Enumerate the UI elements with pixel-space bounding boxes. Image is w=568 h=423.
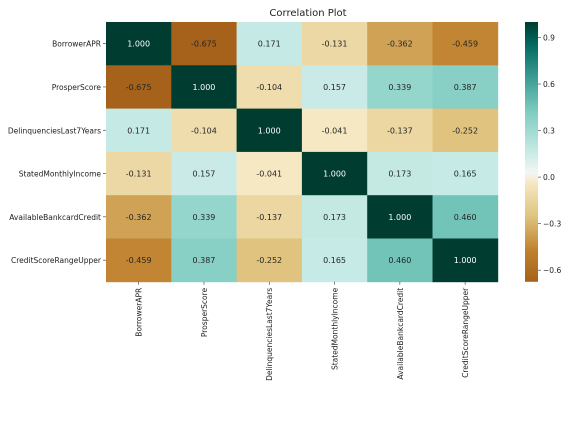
colorbar-tick-label: 0.6 (543, 80, 555, 89)
heatmap-cell (301, 195, 368, 239)
cell-value-label: -0.459 (452, 40, 478, 49)
heatmap-cell (106, 151, 172, 196)
cell-value-label: 0.339 (388, 83, 411, 92)
cell-value-label: 0.460 (388, 256, 411, 265)
heatmap-cell (171, 195, 237, 239)
y-tick-label: StatedMonthlyIncome (19, 170, 102, 179)
heatmap-cell (301, 22, 368, 66)
heatmap-cell (367, 151, 433, 196)
cell-value-label: -0.675 (191, 40, 217, 49)
cell-value-label: 0.165 (454, 170, 477, 179)
heatmap-cell (367, 22, 433, 66)
cell-value-label: 0.339 (192, 213, 215, 222)
x-tick-label: CreditScoreRangeUpper (461, 287, 470, 378)
colorbar-tick-label: −0.6 (543, 266, 561, 275)
x-tick-label: AvailableBankcardCredit (396, 288, 405, 380)
x-tick-label: StatedMonthlyIncome (331, 287, 340, 370)
cell-value-label: -0.104 (256, 83, 282, 92)
cell-value-label: -0.459 (126, 256, 152, 265)
heatmap-cell (106, 65, 172, 109)
heatmap-cell (236, 151, 303, 196)
colorbar-tick-label: 0.9 (543, 34, 555, 43)
heatmap-cell (432, 195, 499, 239)
heatmap-cell (367, 195, 433, 239)
heatmap-cell (236, 65, 303, 109)
heatmap-cells: 1.000 -0.675 0.171 -0.131 -0.362 -0.459 -0.675… (106, 22, 499, 283)
cell-value-label: 0.165 (323, 256, 346, 265)
cell-value-label: -0.131 (126, 170, 152, 179)
heatmap-cell (301, 151, 368, 196)
y-tick-label: AvailableBankcardCredit (9, 213, 101, 222)
cell-value-label: 0.171 (127, 126, 150, 135)
heatmap-cell (236, 238, 303, 283)
cell-value-label: 0.171 (258, 40, 281, 49)
heatmap-cell (171, 238, 237, 283)
heatmap-cell (171, 22, 237, 66)
cell-value-label: 1.000 (323, 170, 346, 179)
cell-value-label: -0.252 (256, 256, 282, 265)
heatmap-cell (432, 238, 499, 283)
cell-value-label: -0.252 (452, 126, 478, 135)
y-tick-labels: BorrowerAPR ProsperScore DelinquenciesLast… (8, 40, 106, 265)
heatmap-cell (106, 108, 172, 153)
heatmap-cell (171, 108, 237, 153)
heatmap-cell (236, 108, 303, 153)
cell-value-label: -0.041 (322, 126, 348, 135)
heatmap-cell (367, 108, 433, 153)
cell-value-label: -0.675 (126, 83, 152, 92)
heatmap-cell (432, 65, 499, 109)
heatmap-cell (432, 22, 499, 66)
cell-value-label: 1.000 (192, 83, 215, 92)
cell-value-label: 1.000 (388, 213, 411, 222)
heatmap-cell (367, 238, 433, 283)
y-tick-label: ProsperScore (52, 83, 102, 92)
x-tick-labels: BorrowerAPR ProsperScore DelinquenciesLast… (135, 281, 470, 381)
cell-value-label: -0.137 (256, 213, 282, 222)
cell-value-label: 0.173 (388, 170, 411, 179)
heatmap-cell (301, 238, 368, 283)
cell-value-label: -0.362 (126, 213, 152, 222)
cell-value-label: -0.131 (322, 40, 348, 49)
heatmap-cell (236, 22, 303, 66)
cell-value-label: 0.387 (192, 256, 215, 265)
cell-value-label: -0.362 (387, 40, 413, 49)
colorbar-tick-label: −0.3 (543, 220, 561, 229)
heatmap-cell (432, 151, 499, 196)
cell-value-label: 0.157 (323, 83, 346, 92)
cell-value-label: -0.041 (256, 170, 282, 179)
heatmap-cell (301, 65, 368, 109)
cell-value-label: 0.460 (454, 213, 477, 222)
heatmap-cell (432, 108, 499, 153)
x-tick-label: ProsperScore (200, 287, 209, 337)
y-tick-label: BorrowerAPR (52, 40, 101, 49)
heatmap-cell (171, 65, 237, 109)
colorbar-tick-label: 0.3 (543, 127, 555, 136)
y-tick-label: CreditScoreRangeUpper (11, 256, 102, 265)
heatmap-cell (301, 108, 368, 153)
colorbar: 0.9 0.6 0.3 0.0 −0.3 −0.6 (525, 22, 561, 282)
heatmap-cell (236, 195, 303, 239)
cell-value-label: -0.104 (191, 126, 217, 135)
cell-value-label: -0.137 (387, 126, 413, 135)
heatmap-cell (367, 65, 433, 109)
colorbar-tick-label: 0.0 (543, 173, 555, 182)
chart-title: Correlation Plot (269, 8, 346, 19)
cell-value-label: 0.173 (323, 213, 346, 222)
x-tick-label: BorrowerAPR (135, 288, 144, 337)
heatmap-cell (106, 22, 172, 66)
heatmap-cell (171, 151, 237, 196)
heatmap-cell (106, 195, 172, 239)
heatmap-cell (106, 238, 172, 283)
x-tick-label: DelinquenciesLast7Years (265, 288, 274, 381)
cell-value-label: 1.000 (454, 256, 477, 265)
cell-value-label: 1.000 (127, 40, 150, 49)
y-tick-label: DelinquenciesLast7Years (8, 126, 101, 135)
cell-value-label: 0.387 (454, 83, 477, 92)
cell-value-label: 1.000 (258, 126, 281, 135)
cell-value-label: 0.157 (192, 170, 215, 179)
colorbar-gradient (525, 22, 538, 282)
